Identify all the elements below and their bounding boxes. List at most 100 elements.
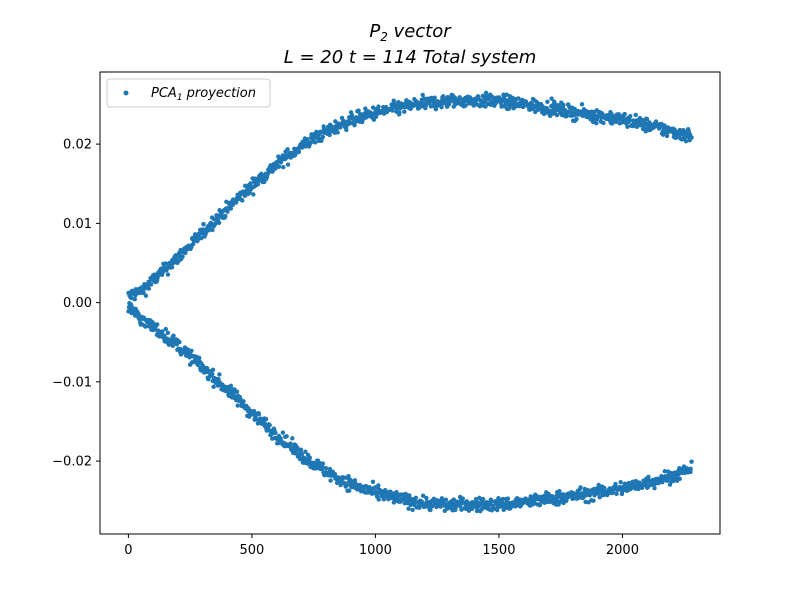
data-point xyxy=(210,227,215,233)
data-point xyxy=(210,367,216,373)
x-tick-label: 1000 xyxy=(359,543,392,558)
data-point xyxy=(516,96,521,101)
data-point xyxy=(597,494,602,500)
data-point xyxy=(549,96,554,101)
data-point xyxy=(169,265,175,270)
data-point xyxy=(652,485,657,491)
data-point xyxy=(413,495,419,501)
data-point xyxy=(285,147,290,152)
x-tick-label: 2000 xyxy=(606,543,639,558)
data-point xyxy=(622,111,627,117)
data-point xyxy=(320,134,326,140)
data-point xyxy=(251,192,256,197)
data-point xyxy=(508,506,513,511)
data-point xyxy=(183,250,188,256)
data-point xyxy=(304,136,310,142)
data-point xyxy=(689,459,694,464)
data-point xyxy=(234,389,240,394)
data-point xyxy=(571,113,577,118)
data-point xyxy=(349,115,355,121)
data-point xyxy=(390,108,395,113)
data-point xyxy=(288,441,293,446)
data-point xyxy=(167,260,172,266)
y-tick-label: 0.02 xyxy=(63,138,92,153)
data-point xyxy=(200,227,206,232)
data-point xyxy=(177,339,182,345)
data-point xyxy=(240,198,245,203)
data-point xyxy=(489,499,494,504)
data-point xyxy=(352,478,358,483)
data-point xyxy=(592,493,597,498)
y-axis-ticks: −0.02 −0.01 0.00 0.01 0.02 xyxy=(52,138,100,470)
data-point xyxy=(132,296,138,302)
data-point xyxy=(280,430,286,435)
data-point xyxy=(243,183,248,188)
data-point xyxy=(628,114,633,119)
data-point xyxy=(451,104,456,109)
legend-rest: proyection xyxy=(183,86,256,101)
scatter-points xyxy=(126,90,694,514)
data-point xyxy=(683,139,689,144)
legend-marker xyxy=(123,90,129,96)
data-point xyxy=(216,220,222,225)
legend: PCA1 proyection xyxy=(106,78,271,108)
data-point xyxy=(480,496,486,502)
data-point xyxy=(688,466,693,472)
data-point xyxy=(180,254,185,259)
data-point xyxy=(564,113,570,119)
y-tick-label: −0.02 xyxy=(52,455,92,470)
data-point xyxy=(610,490,616,495)
data-point xyxy=(290,436,295,441)
data-point xyxy=(143,324,148,329)
data-point xyxy=(443,497,449,502)
data-point xyxy=(295,445,300,450)
data-point xyxy=(298,447,304,452)
data-point xyxy=(225,209,230,214)
data-point xyxy=(267,422,272,428)
data-point xyxy=(477,104,483,109)
data-point xyxy=(171,333,176,338)
data-point xyxy=(352,122,357,128)
legend-label: PCA1 proyection xyxy=(151,86,256,103)
data-point xyxy=(451,497,457,502)
data-point xyxy=(136,311,141,317)
data-point xyxy=(432,95,437,100)
data-point xyxy=(578,485,583,490)
data-point xyxy=(296,149,302,155)
data-point xyxy=(370,479,376,485)
data-point xyxy=(397,110,402,115)
data-point xyxy=(189,348,194,354)
data-point xyxy=(344,127,349,133)
data-point xyxy=(574,116,579,122)
data-point xyxy=(433,106,439,112)
data-point xyxy=(660,132,666,137)
data-point xyxy=(323,466,329,471)
data-point xyxy=(428,507,433,513)
data-point xyxy=(424,495,429,501)
data-point xyxy=(537,502,543,508)
title-main: P xyxy=(369,21,380,42)
data-point xyxy=(420,92,425,98)
data-point xyxy=(463,103,468,108)
data-point xyxy=(439,105,444,110)
data-point xyxy=(299,452,305,457)
data-point xyxy=(241,399,246,404)
data-point xyxy=(155,322,160,327)
data-point xyxy=(303,449,308,454)
data-point xyxy=(460,496,466,501)
data-point xyxy=(320,461,326,466)
legend-subscript: 1 xyxy=(177,93,183,103)
data-point xyxy=(273,430,278,436)
data-point xyxy=(235,403,240,408)
data-point xyxy=(320,464,325,470)
data-point xyxy=(594,120,599,126)
data-point xyxy=(263,417,269,422)
x-tick-label: 0 xyxy=(124,543,132,558)
chart-title-line-1: P2 vector xyxy=(369,21,452,44)
y-tick-label: 0.01 xyxy=(63,217,92,232)
legend-box xyxy=(106,78,271,108)
data-point xyxy=(633,112,638,118)
y-tick-label: 0.00 xyxy=(63,296,92,311)
data-point xyxy=(376,497,381,502)
data-point xyxy=(163,326,168,332)
